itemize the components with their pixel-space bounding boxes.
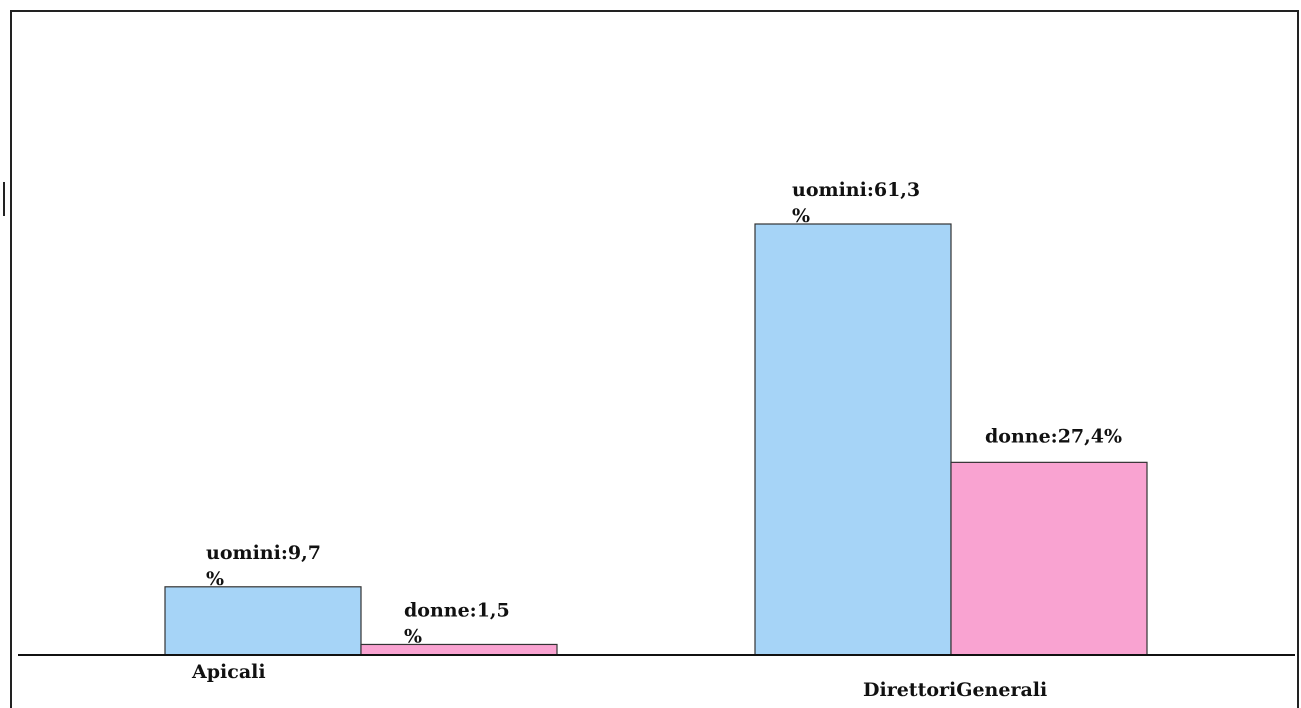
bar-donne-1	[950, 461, 1148, 656]
category-label-1: DirettoriGenerali	[863, 679, 1047, 701]
side-mark	[3, 182, 5, 216]
data-label-uomini-0-line1: %	[206, 568, 224, 590]
data-label-uomini-1-line0: uomini:61,3	[792, 179, 920, 201]
data-label-donne-1-line0: donne:27,4%	[985, 425, 1122, 447]
bars-group	[164, 223, 1148, 656]
bar-uomini-1	[754, 223, 952, 656]
bar-donne-0	[360, 643, 558, 656]
data-label-donne-0-line1: %	[404, 625, 422, 647]
chart-frame	[10, 10, 1299, 708]
data-label-uomini-1-line1: %	[792, 205, 810, 227]
data-label-uomini-0-line0: uomini:9,7	[206, 542, 321, 564]
data-label-donne-0-line0: donne:1,5	[404, 599, 510, 621]
labels-group: uomini:9,7% donne:1,5% Apicali uomini:61,3%…	[191, 179, 1122, 701]
category-label-0: Apicali	[191, 661, 266, 683]
bar-uomini-0	[164, 586, 362, 656]
